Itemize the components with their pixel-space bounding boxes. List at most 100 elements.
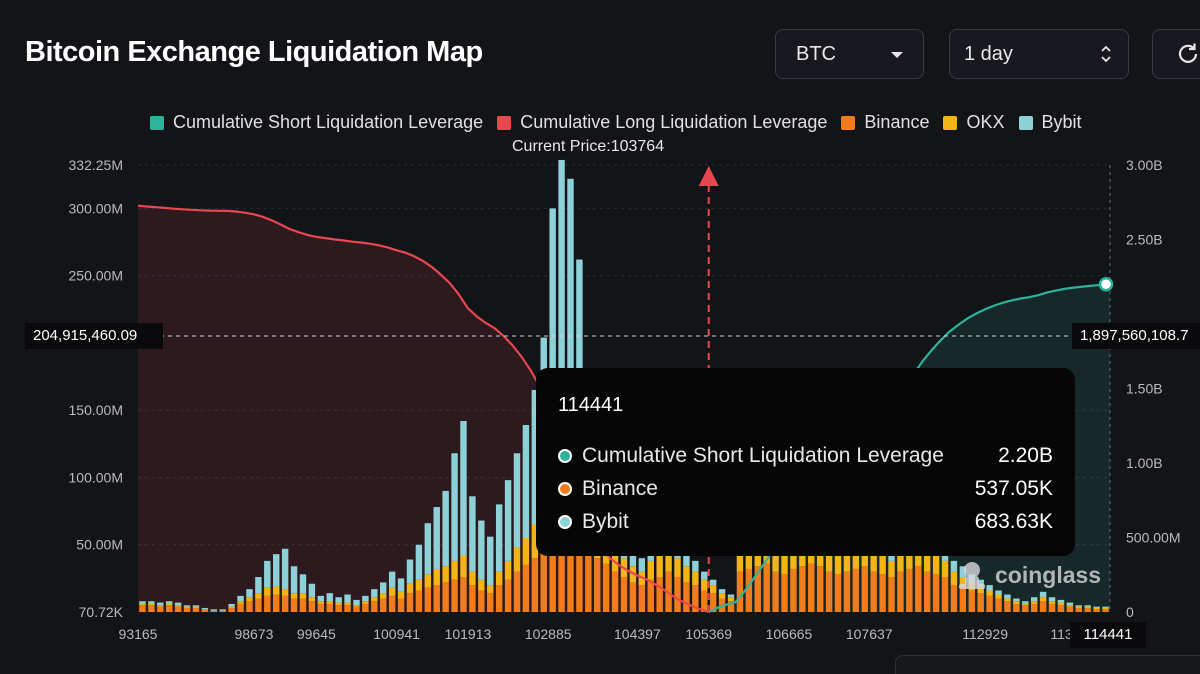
bar-binance [353, 606, 360, 612]
period-select-value: 1 day [964, 42, 1013, 65]
legend-label-okx: OKX [966, 112, 1005, 132]
bar-binance [344, 605, 351, 612]
bar-bybit [308, 583, 316, 598]
bar-bybit [701, 571, 708, 580]
bar-okx [415, 579, 423, 591]
bar-okx [923, 550, 931, 572]
bar-binance [371, 601, 378, 612]
bar-okx [1022, 603, 1029, 606]
bar-bybit [495, 504, 503, 572]
y-right-tick: 1.50B [1126, 381, 1163, 397]
y-left-tick: 100.00M [69, 469, 123, 485]
bar-okx [870, 550, 877, 572]
bar-binance [656, 577, 663, 612]
bar-okx [977, 586, 984, 594]
coin-select[interactable]: BTC [775, 29, 924, 79]
bar-binance [897, 571, 904, 612]
bar-bybit [567, 178, 574, 489]
bar-binance [522, 564, 530, 612]
tooltip-row-binance: Binance 537.05K [558, 472, 1053, 505]
bar-binance [977, 593, 984, 612]
bar-bybit [977, 579, 984, 587]
bar-binance [576, 542, 583, 612]
period-select[interactable]: 1 day [949, 29, 1129, 79]
bar-okx [1102, 607, 1109, 610]
tooltip-row-short: Cumulative Short Liquidation Leverage 2.… [558, 439, 1053, 472]
bar-binance [620, 577, 628, 612]
bar-binance [540, 550, 547, 612]
legend-swatch-okx [943, 115, 958, 130]
legend-item-short[interactable]: Cumulative Short Liquidation Leverage [150, 112, 483, 133]
bar-bybit [718, 589, 726, 594]
tooltip-dot-bybit [558, 514, 572, 529]
y-left-tick: 70.72K [79, 604, 124, 620]
bar-okx [290, 593, 298, 599]
bar-bybit [228, 603, 235, 607]
bar-okx [264, 587, 271, 596]
bar-okx [317, 601, 325, 604]
bar-bybit [299, 574, 307, 594]
bar-binance [326, 603, 333, 612]
y-left-tick: 250.00M [69, 268, 123, 284]
bar-bybit [157, 602, 164, 606]
chart-tooltip: 114441 Cumulative Short Liquidation Leve… [536, 368, 1075, 556]
y-right-tick: 3.00B [1126, 157, 1163, 173]
legend-label-bybit: Bybit [1041, 112, 1082, 132]
bar-binance [406, 593, 414, 612]
bar-binance [1013, 603, 1020, 612]
bar-okx [237, 601, 244, 604]
bar-binance [825, 571, 833, 612]
bar-binance [192, 607, 200, 612]
bar-binance [870, 571, 877, 612]
bar-okx [1075, 606, 1082, 608]
tooltip-dot-binance [558, 481, 572, 496]
refresh-button[interactable] [1152, 29, 1200, 79]
bar-okx [665, 547, 672, 572]
bar-binance [335, 605, 342, 612]
bar-bybit [362, 595, 369, 602]
bar-binance [629, 582, 637, 612]
bar-okx [460, 555, 467, 578]
legend-swatch-bybit [1018, 115, 1033, 130]
bar-binance [558, 531, 565, 612]
bar-bybit [344, 594, 351, 603]
bar-okx [727, 597, 735, 602]
bar-binance [308, 601, 316, 612]
bar-okx [790, 544, 797, 569]
bar-bybit [1004, 594, 1011, 599]
bar-okx [487, 585, 494, 594]
legend-item-bybit[interactable]: Bybit [1018, 112, 1082, 133]
legend-item-binance[interactable]: Binance [841, 112, 929, 133]
bar-okx [308, 597, 316, 602]
y-left-tick: 50.00M [76, 537, 123, 553]
bar-binance [683, 582, 690, 612]
bar-binance [611, 571, 619, 612]
y-right-tick: 2.50B [1126, 232, 1163, 248]
bar-okx [1039, 597, 1047, 602]
bar-okx [246, 597, 253, 602]
bar-okx [469, 571, 476, 586]
legend-item-okx[interactable]: OKX [943, 112, 1005, 133]
bar-binance [950, 585, 958, 612]
bar-bybit [139, 601, 146, 604]
x-tick: 93165 [119, 626, 158, 642]
x-tick: 112929 [962, 626, 1008, 642]
bar-bybit [290, 566, 298, 594]
bar-bybit [986, 585, 993, 591]
bar-binance [995, 598, 1002, 612]
bar-binance [246, 601, 253, 612]
bar-binance [736, 571, 744, 612]
legend-item-long[interactable]: Cumulative Long Liquidation Leverage [497, 112, 827, 133]
bar-bybit [1013, 598, 1020, 602]
bar-okx [362, 601, 369, 604]
long-line [137, 204, 710, 614]
x-tick: 106665 [766, 626, 813, 642]
bar-binance [487, 593, 494, 612]
tooltip-row-bybit: Bybit 683.63K [558, 505, 1053, 538]
bar-binance [388, 595, 396, 612]
bar-okx [897, 550, 904, 572]
bar-okx [380, 593, 387, 599]
bar-okx [647, 560, 654, 580]
bar-binance [745, 568, 753, 612]
bar-bybit [281, 548, 289, 590]
